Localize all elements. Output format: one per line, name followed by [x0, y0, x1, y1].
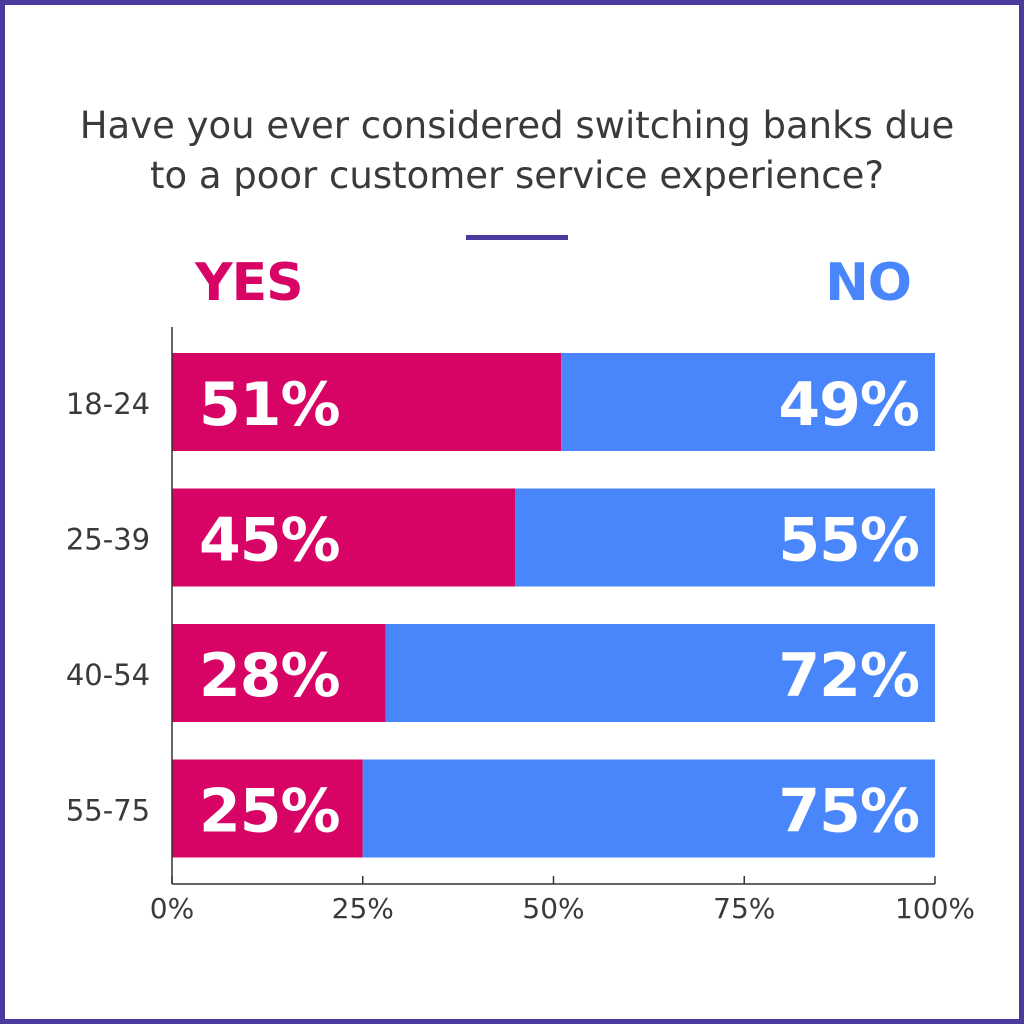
chart-title: Have you ever considered switching banks…	[65, 101, 969, 201]
title-divider	[466, 235, 568, 240]
x-tick-label: 100%	[895, 892, 975, 925]
data-label-no: 75%	[778, 777, 919, 847]
data-label-yes: 45%	[199, 506, 340, 576]
legend-no: NO	[825, 253, 912, 313]
chart-title-line-1: Have you ever considered switching banks…	[79, 104, 955, 147]
x-tick-label: 50%	[522, 892, 584, 925]
bar-no-25-39	[515, 488, 935, 587]
bar-no-18-24	[561, 353, 935, 451]
bar-yes-55-75	[172, 759, 363, 858]
category-label: 55-75	[66, 794, 150, 828]
x-tick-label: 75%	[713, 892, 775, 925]
bar-no-40-54	[385, 624, 935, 722]
category-label: 18-24	[66, 387, 150, 421]
data-label-no: 55%	[778, 506, 919, 576]
legend-yes: YES	[195, 253, 304, 313]
bar-no-55-75	[362, 759, 935, 858]
data-label-no: 49%	[778, 370, 919, 440]
data-label-yes: 28%	[199, 641, 340, 711]
data-label-yes: 25%	[199, 777, 340, 847]
bar-yes-25-39	[172, 488, 516, 587]
data-label-yes: 51%	[199, 370, 340, 440]
x-tick-label: 25%	[332, 892, 394, 925]
bar-yes-40-54	[172, 624, 386, 722]
data-label-no: 72%	[778, 641, 919, 711]
category-label: 40-54	[66, 658, 150, 692]
category-label: 25-39	[66, 523, 150, 557]
stacked-bar-chart: 18-24 51% 49% 25-39 45% 55% 40-54 28% 72% 55-75 25…	[66, 327, 975, 925]
x-tick-label: 0%	[150, 892, 194, 925]
chart-title-line-2: to a poor customer service experience?	[149, 154, 885, 197]
bar-yes-18-24	[172, 353, 562, 451]
